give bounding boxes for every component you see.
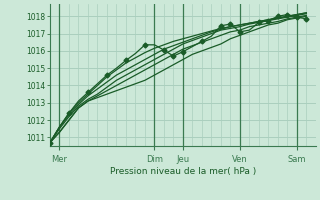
X-axis label: Pression niveau de la mer( hPa ): Pression niveau de la mer( hPa )	[110, 167, 256, 176]
